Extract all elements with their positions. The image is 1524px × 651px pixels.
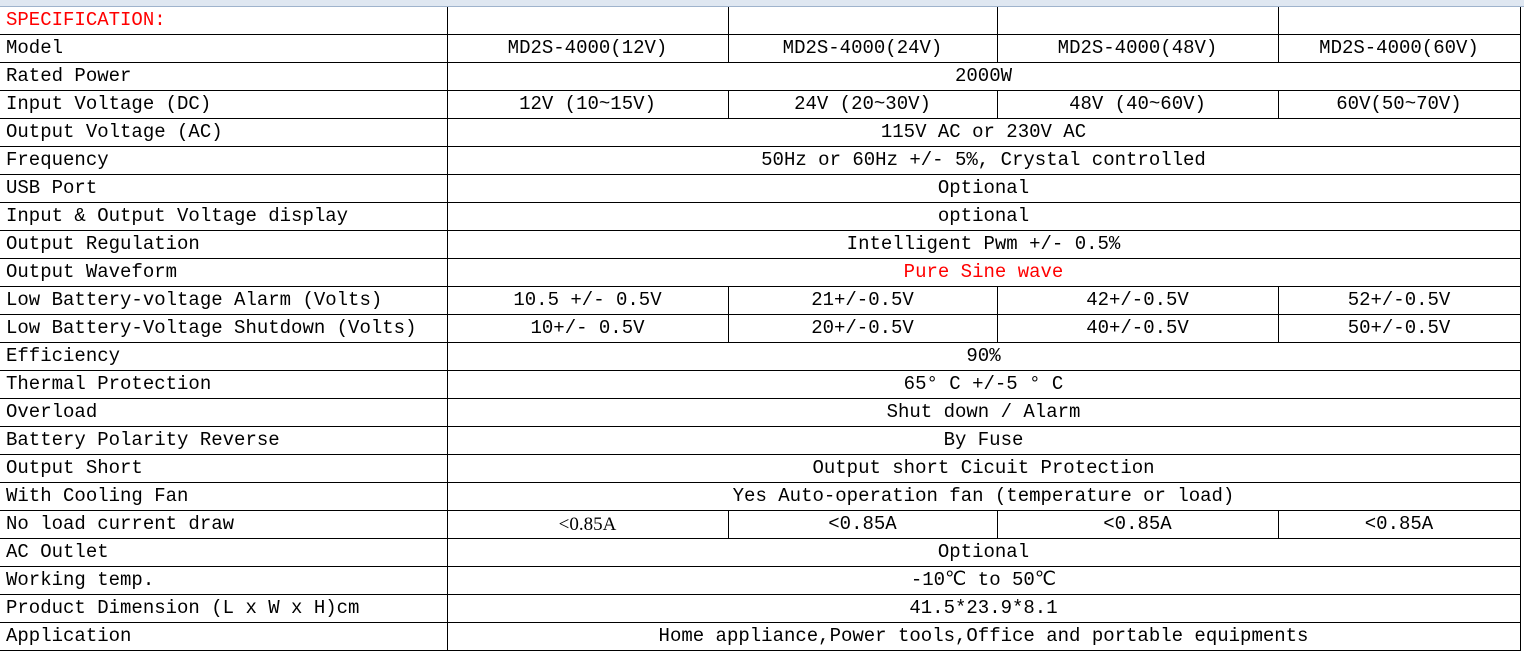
row-value-cell[interactable]: <0.85A xyxy=(996,510,1279,539)
row-value-merged[interactable]: Home appliance,Power tools,Office and po… xyxy=(446,622,1521,651)
spec-row: Output Waveform Pure Sine wave xyxy=(0,258,1521,287)
row-value-cell[interactable]: 42+/-0.5V xyxy=(996,286,1279,315)
row-value-cell[interactable]: 24V (20~30V) xyxy=(727,90,998,119)
spec-row: Battery Polarity Reverse By Fuse xyxy=(0,426,1521,455)
spec-row: AC Outlet Optional xyxy=(0,538,1521,567)
empty-cell[interactable] xyxy=(727,7,998,35)
row-value-merged[interactable]: optional xyxy=(446,202,1521,231)
row-value-cell[interactable]: 20+/-0.5V xyxy=(727,314,998,343)
spec-row: Input & Output Voltage display optional xyxy=(0,202,1521,231)
row-label[interactable]: Efficiency xyxy=(0,342,448,371)
spec-row: Product Dimension (L x W x H)cm 41.5*23.9… xyxy=(0,594,1521,623)
row-value-cell[interactable]: 60V(50~70V) xyxy=(1277,90,1521,119)
spec-title: SPECIFICATION: xyxy=(0,7,448,35)
spec-row: With Cooling Fan Yes Auto-operation fan (… xyxy=(0,482,1521,511)
row-value-merged[interactable]: -10℃ to 50℃ xyxy=(446,566,1521,595)
row-label[interactable]: Output Regulation xyxy=(0,230,448,259)
row-value-merged[interactable]: Intelligent Pwm +/- 0.5% xyxy=(446,230,1521,259)
spec-row: Output Voltage (AC) 115V AC or 230V AC xyxy=(0,118,1521,147)
row-label[interactable]: Input Voltage (DC) xyxy=(0,90,448,119)
row-value-cell[interactable]: 10+/- 0.5V xyxy=(446,314,729,343)
row-value-merged[interactable]: 90% xyxy=(446,342,1521,371)
row-label[interactable]: No load current draw xyxy=(0,510,448,539)
spec-row: Rated Power 2000W xyxy=(0,62,1521,91)
row-value-cell[interactable]: 50+/-0.5V xyxy=(1277,314,1521,343)
empty-cell[interactable] xyxy=(1277,7,1521,35)
row-value-merged[interactable]: Optional xyxy=(446,538,1521,567)
row-value-merged[interactable]: 50Hz or 60Hz +/- 5%, Crystal controlled xyxy=(446,146,1521,175)
spec-row: Efficiency 90% xyxy=(0,342,1521,371)
row-value-cell[interactable]: 40+/-0.5V xyxy=(996,314,1279,343)
spec-row: Application Home appliance,Power tools,Of… xyxy=(0,622,1521,651)
row-value-cell[interactable]: <0.85A xyxy=(1277,510,1521,539)
row-value-merged[interactable]: Output short Cicuit Protection xyxy=(446,454,1521,483)
row-label[interactable]: Overload xyxy=(0,398,448,427)
spec-row: Thermal Protection 65° C +/-5 ° C xyxy=(0,370,1521,399)
spec-row: Model MD2S-4000(12V) MD2S-4000(24V) MD2S-40… xyxy=(0,34,1521,63)
row-value-cell[interactable]: 12V (10~15V) xyxy=(446,90,729,119)
row-value-cell[interactable]: MD2S-4000(60V) xyxy=(1277,34,1521,63)
row-label[interactable]: Working temp. xyxy=(0,566,448,595)
row-value-cell[interactable]: 21+/-0.5V xyxy=(727,286,998,315)
row-label[interactable]: Application xyxy=(0,622,448,651)
row-value-cell[interactable]: MD2S-4000(24V) xyxy=(727,34,998,63)
row-label[interactable]: Low Battery-Voltage Shutdown (Volts) xyxy=(0,314,448,343)
row-label[interactable]: Output Waveform xyxy=(0,258,448,287)
row-value-cell[interactable]: 10.5 +/- 0.5V xyxy=(446,286,729,315)
spec-row: Low Battery-Voltage Shutdown (Volts) 10+/… xyxy=(0,314,1521,343)
spec-row: Output Regulation Intelligent Pwm +/- 0.5… xyxy=(0,230,1521,259)
row-label[interactable]: USB Port xyxy=(0,174,448,203)
row-value-merged[interactable]: Optional xyxy=(446,174,1521,203)
spec-row: Working temp. -10℃ to 50℃ xyxy=(0,566,1521,595)
row-value-cell[interactable]: <0.85A xyxy=(727,510,998,539)
row-label[interactable]: Input & Output Voltage display xyxy=(0,202,448,231)
spec-row: Input Voltage (DC) 12V (10~15V) 24V (20~30… xyxy=(0,90,1521,119)
row-value-merged[interactable]: Shut down / Alarm xyxy=(446,398,1521,427)
row-label[interactable]: Battery Polarity Reverse xyxy=(0,426,448,455)
row-label[interactable]: With Cooling Fan xyxy=(0,482,448,511)
row-value-merged[interactable]: 65° C +/-5 ° C xyxy=(446,370,1521,399)
row-value-cell[interactable]: <0.85A xyxy=(446,510,729,539)
spec-row: USB Port Optional xyxy=(0,174,1521,203)
row-label[interactable]: Output Short xyxy=(0,454,448,483)
row-value-cell[interactable]: 48V (40~60V) xyxy=(996,90,1279,119)
spec-row: Low Battery-voltage Alarm (Volts) 10.5 +/… xyxy=(0,286,1521,315)
row-value-cell[interactable]: MD2S-4000(48V) xyxy=(996,34,1279,63)
spec-row: No load current draw <0.85A <0.85A <0.85A <0… xyxy=(0,510,1521,539)
row-label[interactable]: Model xyxy=(0,34,448,63)
row-value-merged[interactable]: Yes Auto-operation fan (temperature or l… xyxy=(446,482,1521,511)
row-label[interactable]: AC Outlet xyxy=(0,538,448,567)
row-label[interactable]: Low Battery-voltage Alarm (Volts) xyxy=(0,286,448,315)
row-value-cell[interactable]: MD2S-4000(12V) xyxy=(446,34,729,63)
row-label[interactable]: Thermal Protection xyxy=(0,370,448,399)
column-header-strip xyxy=(0,0,1524,7)
row-label[interactable]: Product Dimension (L x W x H)cm xyxy=(0,594,448,623)
row-value-merged[interactable]: Pure Sine wave xyxy=(446,258,1521,287)
spec-table: SPECIFICATION: Model MD2S-4000(12V) MD2S-4… xyxy=(0,7,1521,651)
empty-cell[interactable] xyxy=(446,7,729,35)
row-value-merged[interactable]: 2000W xyxy=(446,62,1521,91)
row-label[interactable]: Frequency xyxy=(0,146,448,175)
title-row: SPECIFICATION: xyxy=(0,7,1521,35)
spec-row: Frequency 50Hz or 60Hz +/- 5%, Crystal co… xyxy=(0,146,1521,175)
spec-row: Overload Shut down / Alarm xyxy=(0,398,1521,427)
row-value-merged[interactable]: By Fuse xyxy=(446,426,1521,455)
row-label[interactable]: Output Voltage (AC) xyxy=(0,118,448,147)
row-value-merged[interactable]: 115V AC or 230V AC xyxy=(446,118,1521,147)
row-value-merged[interactable]: 41.5*23.9*8.1 xyxy=(446,594,1521,623)
spec-row: Output Short Output short Cicuit Protecti… xyxy=(0,454,1521,483)
empty-cell[interactable] xyxy=(996,7,1279,35)
row-label[interactable]: Rated Power xyxy=(0,62,448,91)
row-value-cell[interactable]: 52+/-0.5V xyxy=(1277,286,1521,315)
